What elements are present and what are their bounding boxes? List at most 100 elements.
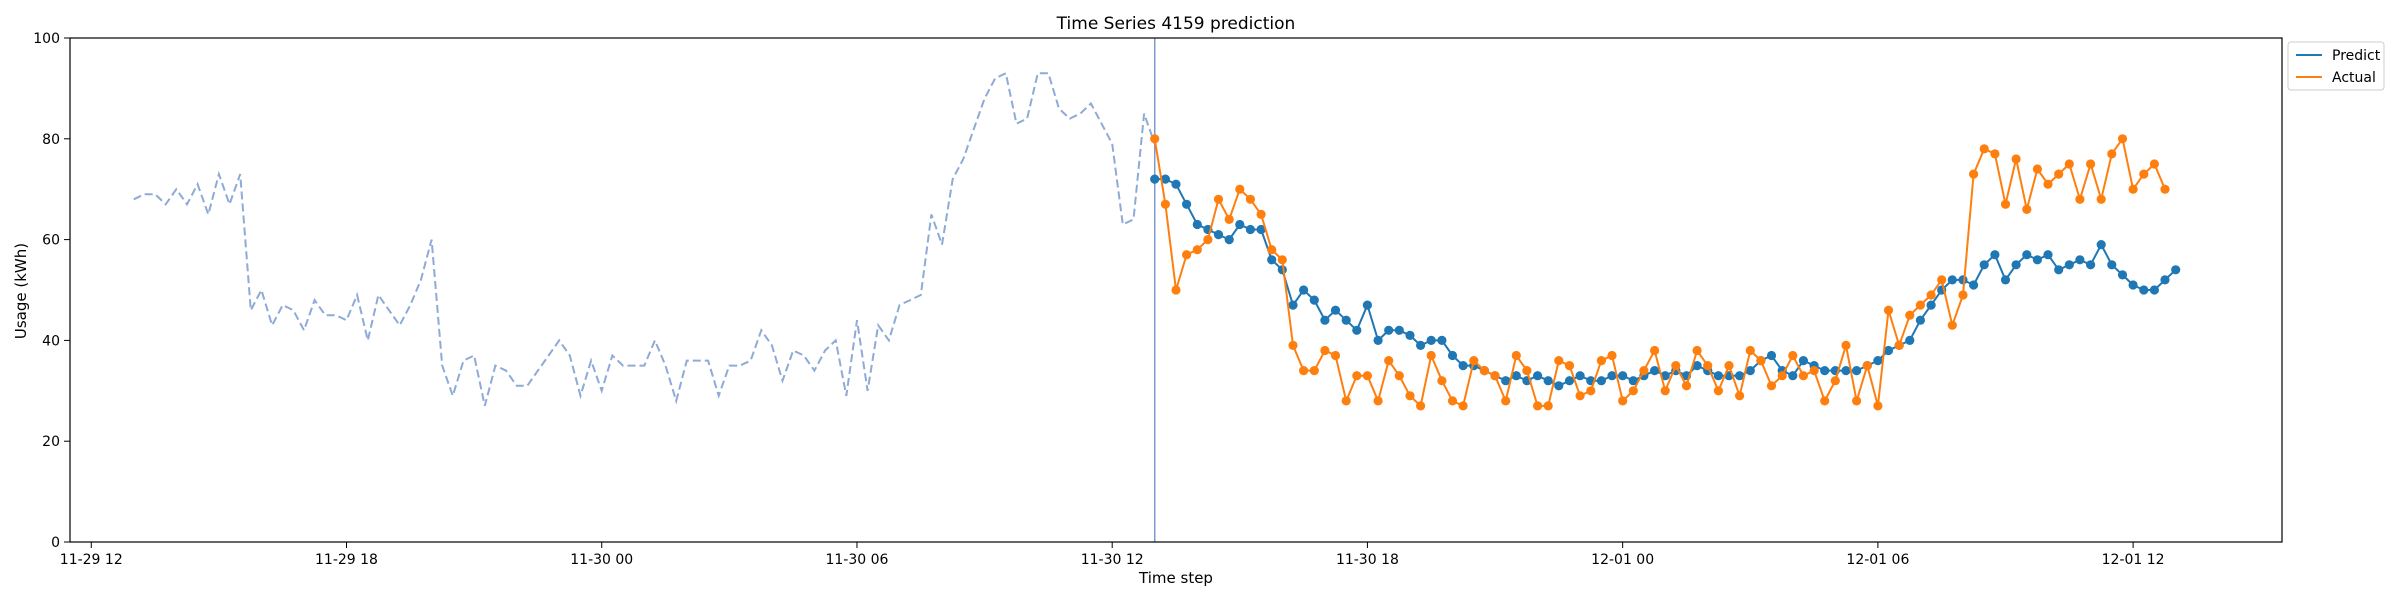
predict-point (1554, 381, 1564, 391)
predict-point (1416, 340, 1426, 350)
actual-point (1543, 401, 1553, 411)
predict-point (1533, 371, 1543, 381)
predict-point (1788, 371, 1798, 381)
predict-point (1841, 366, 1851, 376)
predict-point (1213, 230, 1224, 240)
actual-point (1405, 391, 1415, 401)
predict-point (2043, 250, 2053, 260)
predict-point (1437, 335, 1447, 345)
actual-point (2096, 194, 2106, 204)
actual-point (1352, 371, 1362, 381)
predict-point (1267, 255, 1277, 265)
actual-point (1873, 401, 1883, 411)
actual-point (2117, 134, 2128, 144)
actual-point (1862, 361, 1872, 371)
actual-point (2149, 159, 2159, 169)
x-tick-label: 11-30 12 (1081, 552, 1144, 568)
actual-point (1671, 361, 1681, 371)
actual-point (1639, 366, 1649, 376)
predict-point (1171, 179, 1181, 189)
actual-point (1915, 300, 1925, 310)
predict-point (1575, 371, 1585, 381)
chart-title: Time Series 4159 prediction (1056, 14, 1296, 34)
actual-point (1681, 381, 1692, 391)
predict-point (1990, 250, 2000, 260)
actual-point (1426, 350, 1436, 361)
actual-point (1150, 134, 1160, 144)
actual-point (1437, 376, 1447, 386)
y-tick-label: 80 (42, 132, 60, 148)
actual-point (1607, 350, 1617, 361)
actual-point (1650, 345, 1660, 356)
predict-point (1692, 361, 1702, 371)
actual-point (1203, 235, 1213, 245)
x-tick-label: 12-01 12 (2102, 552, 2165, 568)
actual-point (1447, 396, 1458, 406)
x-tick-label: 11-30 00 (570, 552, 633, 568)
actual-point (1213, 194, 1224, 204)
actual-point (1341, 396, 1351, 406)
actual-point (2075, 194, 2085, 204)
actual-point (1469, 356, 1479, 366)
actual-point (1852, 396, 1862, 406)
actual-point (1182, 250, 1192, 260)
predict-point (1426, 335, 1436, 345)
actual-point (1373, 396, 1383, 406)
actual-point (1883, 305, 1894, 315)
predict-point (1192, 219, 1202, 230)
x-tick-label: 11-29 12 (60, 552, 123, 568)
actual-point (1416, 401, 1426, 411)
actual-point (2139, 169, 2149, 179)
predict-point (1883, 345, 1894, 356)
actual-point (1288, 340, 1298, 350)
axes-frame (69, 37, 2283, 543)
predict-point (1299, 285, 1309, 295)
predict-point (1596, 376, 1606, 386)
predict-point (1873, 356, 1883, 366)
predict-point (1979, 260, 1989, 270)
predict-point (1735, 371, 1745, 381)
predict-point (1330, 305, 1341, 315)
predict-point (1373, 335, 1383, 345)
predict-point (1384, 325, 1394, 335)
predict-point (1713, 371, 1723, 381)
actual-point (1394, 371, 1404, 381)
y-tick-label: 60 (42, 233, 60, 249)
predict-point (1852, 366, 1862, 376)
actual-point (1309, 366, 1319, 376)
predict-point (1150, 174, 1160, 184)
predict-point (1235, 219, 1245, 230)
predict-point (1650, 366, 1660, 376)
actual-point (1628, 386, 1638, 396)
actual-point (1692, 345, 1702, 356)
predict-point (2022, 250, 2032, 260)
actual-point (1554, 356, 1564, 366)
actual-point (1575, 391, 1585, 401)
actual-point (1267, 245, 1277, 255)
predict-point (2117, 270, 2128, 280)
predict-point (1511, 371, 1521, 381)
x-tick-label: 11-30 06 (825, 552, 888, 568)
actual-point (1277, 255, 1287, 265)
actual-point (2000, 199, 2011, 209)
predict-point (2000, 275, 2011, 285)
actual-point (1990, 149, 2000, 159)
plot-area: 0 20 40 60 80 100 11-29 12 11-29 18 11-30 00 11-3… (33, 31, 2283, 568)
predict-point (2032, 255, 2042, 265)
predict-point (1224, 235, 1234, 245)
actual-point (1841, 340, 1851, 350)
predict-point (1543, 376, 1553, 386)
predict-point (1926, 300, 1936, 310)
predict-point (2075, 255, 2085, 265)
predict-point (2107, 260, 2117, 270)
history-line (133, 71, 1156, 407)
predict-point (1660, 371, 1670, 381)
predict-point (1256, 224, 1266, 235)
predict-point (1564, 376, 1575, 386)
actual-point (1618, 396, 1628, 406)
x-tick-label: 12-01 06 (1846, 552, 1909, 568)
actual-point (2128, 184, 2138, 194)
predict-point (1958, 275, 1968, 285)
actual-point (1926, 290, 1936, 300)
